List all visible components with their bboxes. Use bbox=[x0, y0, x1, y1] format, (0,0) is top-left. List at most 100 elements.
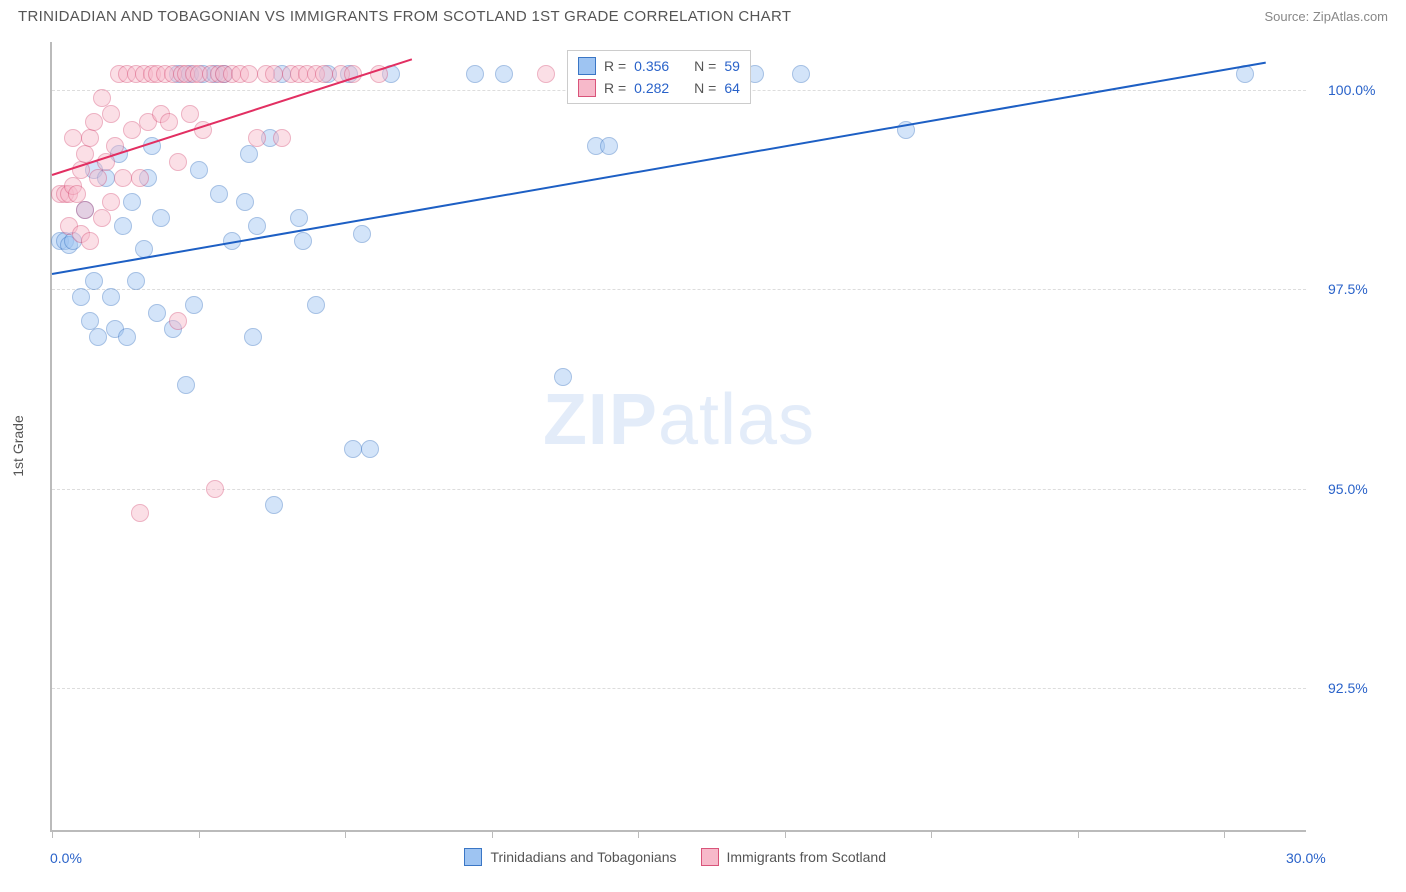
x-axis-label-right: 30.0% bbox=[1286, 850, 1326, 866]
data-point bbox=[177, 376, 195, 394]
legend-n-label: N = bbox=[694, 80, 716, 96]
y-tick-label: 92.5% bbox=[1328, 680, 1368, 696]
data-point bbox=[72, 288, 90, 306]
legend-stats-row: R = 0.356 N = 59 bbox=[578, 57, 740, 75]
data-point bbox=[792, 65, 810, 83]
data-point bbox=[554, 368, 572, 386]
data-point bbox=[64, 129, 82, 147]
data-point bbox=[273, 129, 291, 147]
y-tick-label: 97.5% bbox=[1328, 281, 1368, 297]
data-point bbox=[102, 288, 120, 306]
data-point bbox=[81, 232, 99, 250]
data-point bbox=[181, 105, 199, 123]
data-point bbox=[160, 113, 178, 131]
data-point bbox=[344, 440, 362, 458]
x-tick bbox=[638, 830, 639, 838]
data-point bbox=[127, 272, 145, 290]
data-point bbox=[236, 193, 254, 211]
legend-item: Immigrants from Scotland bbox=[701, 848, 887, 866]
legend-item: Trinidadians and Tobagonians bbox=[464, 848, 676, 866]
x-tick bbox=[52, 830, 53, 838]
data-point bbox=[102, 105, 120, 123]
data-point bbox=[89, 169, 107, 187]
data-point bbox=[248, 217, 266, 235]
x-axis-label-left: 0.0% bbox=[50, 850, 82, 866]
data-point bbox=[265, 496, 283, 514]
gridline bbox=[52, 289, 1306, 290]
data-point bbox=[361, 440, 379, 458]
gridline bbox=[52, 489, 1306, 490]
data-point bbox=[265, 65, 283, 83]
y-tick-label: 100.0% bbox=[1328, 82, 1375, 98]
data-point bbox=[240, 65, 258, 83]
data-point bbox=[131, 169, 149, 187]
legend-swatch bbox=[578, 57, 596, 75]
data-point bbox=[85, 272, 103, 290]
source-label: Source: ZipAtlas.com bbox=[1264, 9, 1388, 24]
data-point bbox=[248, 129, 266, 147]
data-point bbox=[81, 129, 99, 147]
legend-series-name: Immigrants from Scotland bbox=[727, 849, 887, 865]
legend-swatch bbox=[578, 79, 596, 97]
data-point bbox=[466, 65, 484, 83]
legend-stats: R = 0.356 N = 59 R = 0.282 N = 64 bbox=[567, 50, 751, 104]
y-tick-label: 95.0% bbox=[1328, 481, 1368, 497]
data-point bbox=[123, 193, 141, 211]
data-point bbox=[152, 209, 170, 227]
plot-area: ZIPatlas 92.5%95.0%97.5%100.0%R =0.356N … bbox=[50, 42, 1306, 832]
legend-n-label: N = bbox=[694, 58, 716, 74]
scatter-chart: ZIPatlas 92.5%95.0%97.5%100.0%R =0.356N … bbox=[50, 42, 1306, 832]
x-tick bbox=[785, 830, 786, 838]
data-point bbox=[114, 217, 132, 235]
data-point bbox=[185, 296, 203, 314]
legend-r-value: 0.282 bbox=[634, 80, 686, 96]
data-point bbox=[114, 169, 132, 187]
data-point bbox=[315, 65, 333, 83]
legend-stats-row: R = 0.282 N = 64 bbox=[578, 79, 740, 97]
gridline bbox=[52, 688, 1306, 689]
legend-n-value: 64 bbox=[724, 80, 740, 96]
data-point bbox=[76, 201, 94, 219]
data-point bbox=[495, 65, 513, 83]
watermark-light: atlas bbox=[658, 380, 815, 460]
data-point bbox=[131, 504, 149, 522]
data-point bbox=[118, 328, 136, 346]
x-tick bbox=[931, 830, 932, 838]
y-axis-title: 1st Grade bbox=[10, 415, 26, 476]
legend-swatch bbox=[464, 848, 482, 866]
x-tick bbox=[1224, 830, 1225, 838]
title-bar: TRINIDADIAN AND TOBAGONIAN VS IMMIGRANTS… bbox=[0, 0, 1406, 31]
data-point bbox=[206, 480, 224, 498]
data-point bbox=[169, 153, 187, 171]
data-point bbox=[600, 137, 618, 155]
data-point bbox=[294, 232, 312, 250]
data-point bbox=[123, 121, 141, 139]
data-point bbox=[93, 209, 111, 227]
data-point bbox=[244, 328, 262, 346]
data-point bbox=[89, 328, 107, 346]
legend-swatch bbox=[701, 848, 719, 866]
data-point bbox=[148, 304, 166, 322]
legend-n-value: 59 bbox=[724, 58, 740, 74]
data-point bbox=[353, 225, 371, 243]
data-point bbox=[169, 312, 187, 330]
chart-title: TRINIDADIAN AND TOBAGONIAN VS IMMIGRANTS… bbox=[18, 8, 791, 25]
legend-r-label: R = bbox=[604, 58, 626, 74]
data-point bbox=[190, 161, 208, 179]
legend-bottom: Trinidadians and Tobagonians Immigrants f… bbox=[464, 848, 886, 866]
legend-r-value: 0.356 bbox=[634, 58, 686, 74]
x-tick bbox=[199, 830, 200, 838]
legend-series-name: Trinidadians and Tobagonians bbox=[490, 849, 676, 865]
legend-r-label: R = bbox=[604, 80, 626, 96]
data-point bbox=[290, 209, 308, 227]
data-point bbox=[102, 193, 120, 211]
x-tick bbox=[492, 830, 493, 838]
watermark-bold: ZIP bbox=[543, 380, 658, 460]
x-tick bbox=[345, 830, 346, 838]
x-tick bbox=[1078, 830, 1079, 838]
data-point bbox=[240, 145, 258, 163]
watermark: ZIPatlas bbox=[543, 379, 815, 461]
data-point bbox=[537, 65, 555, 83]
data-point bbox=[210, 185, 228, 203]
data-point bbox=[85, 113, 103, 131]
